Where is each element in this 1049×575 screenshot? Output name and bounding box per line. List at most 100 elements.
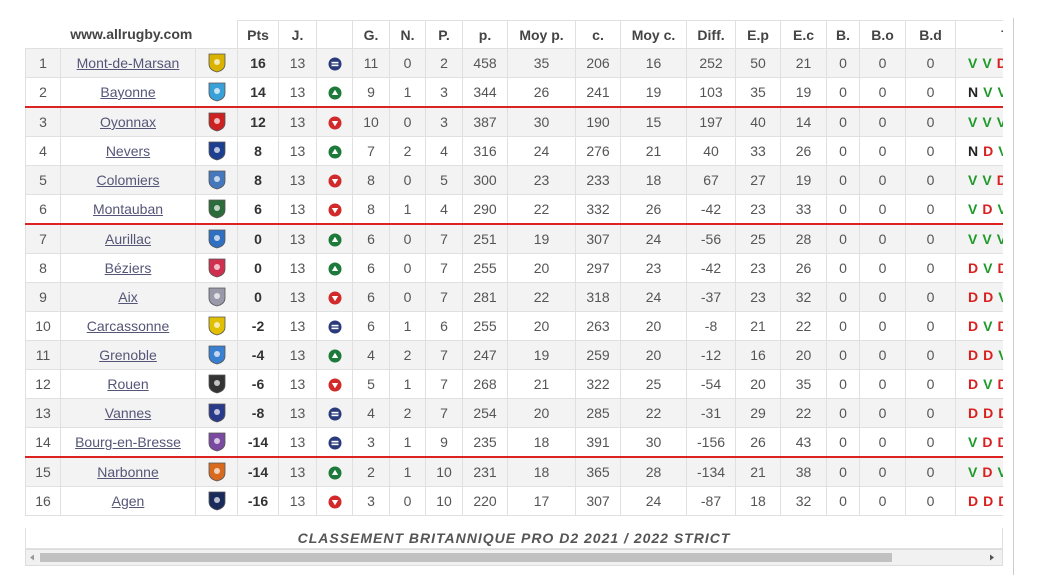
rank: 8 bbox=[25, 253, 61, 283]
team-link[interactable]: Narbonne bbox=[97, 464, 159, 480]
points-for: 458 bbox=[462, 48, 509, 78]
team-logo bbox=[208, 316, 225, 336]
team-link[interactable]: Vannes bbox=[104, 405, 152, 421]
header-cell: B. bbox=[826, 20, 861, 49]
played: 13 bbox=[278, 369, 318, 399]
team-link[interactable]: Mont-de-Marsan bbox=[76, 55, 180, 71]
played: 13 bbox=[278, 311, 318, 341]
bonus-defensive: 0 bbox=[905, 165, 957, 195]
avg-for: 19 bbox=[507, 223, 577, 254]
tries-for: 23 bbox=[735, 253, 782, 283]
form-result: V bbox=[997, 84, 1003, 100]
drawn: 1 bbox=[389, 194, 427, 225]
logo-cell bbox=[194, 427, 239, 458]
drawn: 2 bbox=[389, 398, 427, 428]
team-link[interactable]: Bayonne bbox=[100, 84, 156, 100]
team-link[interactable]: Nevers bbox=[105, 143, 151, 159]
lost: 10 bbox=[425, 456, 464, 487]
points-against: 307 bbox=[575, 223, 622, 254]
standings-table: www.allrugby.com Pts J. G. N. P. p. Moy p. c. Moy… bbox=[25, 20, 1003, 516]
team-link[interactable]: Colomiers bbox=[96, 172, 160, 188]
avg-for: 26 bbox=[507, 77, 577, 108]
tries-for: 18 bbox=[735, 486, 782, 516]
form-result: D bbox=[983, 347, 995, 363]
lost: 7 bbox=[425, 369, 464, 399]
played: 13 bbox=[278, 194, 318, 225]
bonus-offensive: 0 bbox=[859, 223, 907, 254]
points-for: 255 bbox=[462, 253, 509, 283]
points: 0 bbox=[237, 282, 280, 312]
table-wrap: www.allrugby.com Pts J. G. N. P. p. Moy p. c. Moy… bbox=[25, 20, 1003, 516]
avg-for: 22 bbox=[507, 282, 577, 312]
points-for: 316 bbox=[462, 136, 509, 166]
header-cell: p. bbox=[462, 20, 509, 49]
team-link[interactable]: Agen bbox=[111, 493, 145, 509]
form-cell: DVD bbox=[955, 253, 1003, 283]
form-result: D bbox=[997, 172, 1003, 188]
header-cell: E.p bbox=[735, 20, 782, 49]
trend-icon bbox=[328, 174, 342, 188]
difference: -54 bbox=[686, 369, 737, 399]
bonus: 0 bbox=[826, 311, 861, 341]
team-link[interactable]: Grenoble bbox=[99, 347, 157, 363]
header-row: www.allrugby.com Pts J. G. N. P. p. Moy p. c. Moy… bbox=[25, 20, 1003, 49]
bonus: 0 bbox=[826, 340, 861, 370]
difference: -8 bbox=[686, 311, 737, 341]
team-cell: Aurillac bbox=[60, 223, 196, 254]
horizontal-scrollbar[interactable] bbox=[25, 549, 1003, 566]
header-cell: T bbox=[955, 20, 1003, 49]
form-cell: VDV bbox=[955, 194, 1003, 225]
team-link[interactable]: Bourg-en-Bresse bbox=[75, 434, 181, 450]
trend-cell bbox=[316, 486, 354, 516]
bonus-defensive: 0 bbox=[905, 106, 957, 137]
team-link[interactable]: Rouen bbox=[107, 376, 149, 392]
rank: 1 bbox=[25, 48, 61, 78]
difference: -12 bbox=[686, 340, 737, 370]
bonus-offensive: 0 bbox=[859, 456, 907, 487]
team-link[interactable]: Montauban bbox=[92, 201, 164, 217]
bonus-defensive: 0 bbox=[905, 253, 957, 283]
form-cell: DDV bbox=[955, 282, 1003, 312]
form-result: D bbox=[983, 143, 995, 159]
tries-against: 21 bbox=[780, 48, 828, 78]
avg-for: 19 bbox=[507, 340, 577, 370]
bonus: 0 bbox=[826, 486, 861, 516]
bonus: 0 bbox=[826, 77, 861, 108]
team-link[interactable]: Béziers bbox=[104, 260, 152, 276]
points-against: 241 bbox=[575, 77, 622, 108]
team-link[interactable]: Oyonnax bbox=[99, 114, 157, 130]
form-cell: NDV bbox=[955, 136, 1003, 166]
form-result: V bbox=[968, 434, 979, 450]
form-result: V bbox=[997, 231, 1003, 247]
team-link[interactable]: Aix bbox=[118, 289, 138, 305]
scroll-thumb[interactable] bbox=[40, 553, 892, 562]
form-result: D bbox=[998, 405, 1003, 421]
trend-icon bbox=[328, 233, 342, 247]
trend-icon bbox=[328, 349, 342, 363]
tries-against: 43 bbox=[780, 427, 828, 458]
tries-for: 16 bbox=[735, 340, 782, 370]
trend-icon bbox=[328, 407, 342, 421]
team-link[interactable]: Carcassonne bbox=[86, 318, 170, 334]
points-for: 290 bbox=[462, 194, 509, 225]
lost: 7 bbox=[425, 253, 464, 283]
trend-cell bbox=[316, 311, 354, 341]
trend-cell bbox=[316, 456, 354, 487]
bonus-defensive: 0 bbox=[905, 398, 957, 428]
team-row: 10 Carcassonne -2 13 6 1 6 255 20 263 20 -8 21 22 0 0 0 D… bbox=[25, 311, 1003, 341]
rank: 6 bbox=[25, 194, 61, 225]
lost: 9 bbox=[425, 427, 464, 458]
bonus: 0 bbox=[826, 427, 861, 458]
form-result: V bbox=[983, 376, 994, 392]
bonus-offensive: 0 bbox=[859, 340, 907, 370]
header-cell: B.o bbox=[859, 20, 907, 49]
rank: 12 bbox=[25, 369, 61, 399]
won: 8 bbox=[352, 165, 391, 195]
team-link[interactable]: Aurillac bbox=[105, 231, 151, 247]
won: 3 bbox=[352, 427, 391, 458]
bonus-defensive: 0 bbox=[905, 369, 957, 399]
difference: 252 bbox=[686, 48, 737, 78]
avg-for: 35 bbox=[507, 48, 577, 78]
form-result: D bbox=[997, 434, 1003, 450]
